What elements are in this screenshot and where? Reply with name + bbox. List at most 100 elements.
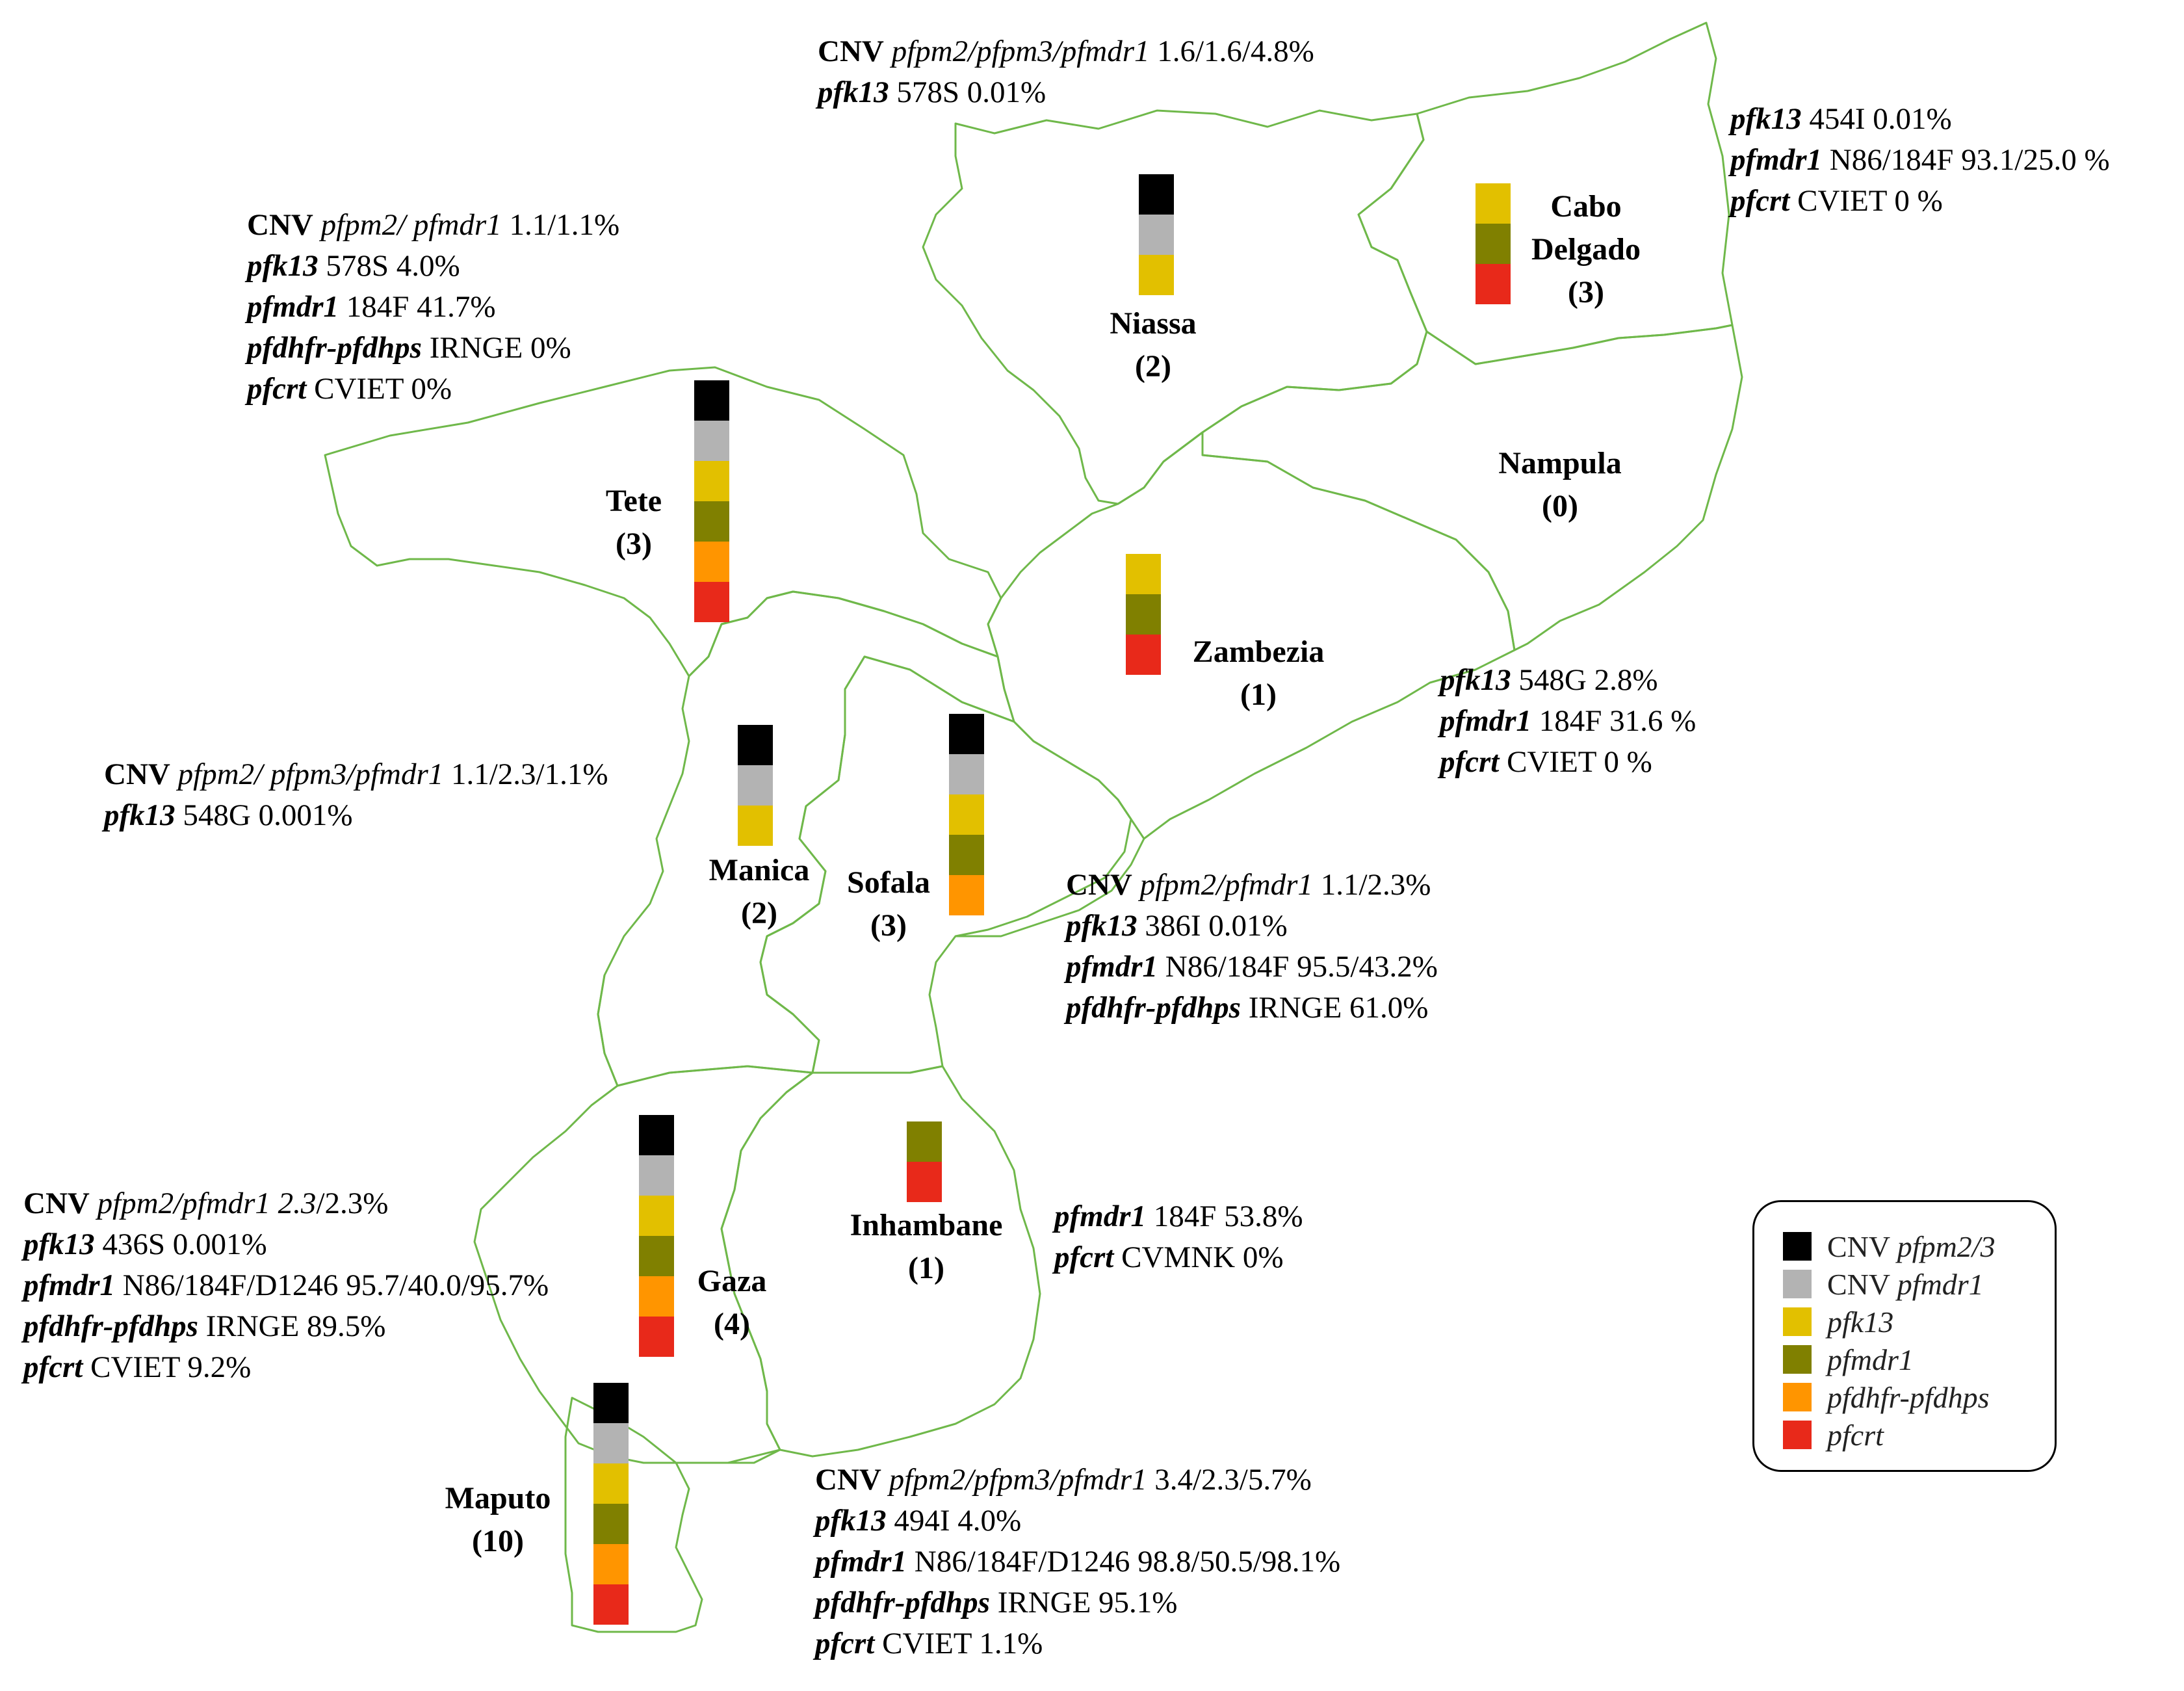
marker-pfcrt xyxy=(694,582,729,622)
annotation-line: pfcrt CVIET 9.2% xyxy=(23,1347,549,1388)
marker-stack-tete xyxy=(694,380,729,622)
annotation-line: pfk13 578S 4.0% xyxy=(247,246,619,287)
marker-pfk13 xyxy=(694,461,729,501)
annotation-line: pfk13 548G 0.001% xyxy=(104,795,608,836)
region-name: Tete xyxy=(605,484,662,518)
region-label-tete: Tete (3) xyxy=(606,480,662,566)
annotation-line: pfk13 494I 4.0% xyxy=(815,1501,1340,1541)
region-count: (3) xyxy=(616,527,652,561)
border-nampula xyxy=(1201,324,1743,651)
annotation-line: pfmdr1 N86/184F/D1246 98.8/50.5/98.1% xyxy=(815,1541,1340,1582)
value-text: 386I 0.01% xyxy=(1145,909,1288,943)
region-count: (2) xyxy=(741,896,777,930)
marker-cnv-pfmdr1 xyxy=(1139,215,1174,255)
region-name: Inhambane xyxy=(850,1208,1003,1242)
region-name-line2: Delgado xyxy=(1531,232,1641,267)
border-tete xyxy=(324,366,1002,677)
value-text: 1.6/1.6/4.8% xyxy=(1157,34,1314,68)
border-sofala xyxy=(759,655,1132,1074)
border-maputo xyxy=(564,1396,703,1633)
value-text: CVIET 9.2% xyxy=(90,1350,252,1384)
marker-cnv-pfpm23 xyxy=(949,714,984,754)
gene-name: pfcrt xyxy=(247,372,307,406)
annotation-tete: CNV pfpm2/ pfmdr1 1.1/1.1% pfk13 578S 4.0… xyxy=(247,205,619,410)
gene-name: pfmdr1 xyxy=(23,1268,115,1302)
value-text: /2.3% xyxy=(316,1186,389,1220)
marker-pfk13 xyxy=(639,1196,674,1236)
marker-pfmdr1 xyxy=(1476,224,1511,264)
value-text: 578S 0.01% xyxy=(896,75,1046,109)
value-text: 184F 53.8% xyxy=(1153,1199,1303,1233)
marker-stack-maputo xyxy=(593,1383,629,1625)
legend-item-pfcrt: pfcrt xyxy=(1783,1417,1884,1453)
marker-pfdhfr-pfdhps xyxy=(639,1276,674,1317)
gene-list: pfpm2/ pfpm3/pfmdr1 xyxy=(177,757,444,791)
marker-pfk13 xyxy=(1476,183,1511,224)
region-name: Zambezia xyxy=(1192,635,1325,669)
value-text: CVIET 0% xyxy=(314,372,452,406)
gene-name: pfdhfr-pfdhps xyxy=(815,1586,990,1619)
gene-name: pfcrt xyxy=(23,1350,83,1384)
marker-pfmdr1 xyxy=(1126,594,1161,635)
annotation-line: pfmdr1 184F 53.8% xyxy=(1054,1196,1303,1237)
marker-stack-niassa xyxy=(1139,174,1174,295)
gene-name: pfk13 xyxy=(104,798,176,832)
gene-list: pfpm2/ pfmdr1 xyxy=(320,208,502,242)
marker-stack-sofala xyxy=(949,714,984,915)
legend-label: pfdhfr-pfdhps xyxy=(1827,1380,1990,1414)
marker-pfmdr1 xyxy=(907,1121,942,1162)
legend-label: pfmdr1 xyxy=(1827,1343,1914,1376)
legend-item-pfk13: pfk13 xyxy=(1783,1304,1893,1340)
region-name: Sofala xyxy=(846,865,931,900)
annotation-line: CNV pfpm2/pfpm3/pfmdr1 1.6/1.6/4.8% xyxy=(818,31,1314,72)
value-text: 1.1/1.1% xyxy=(509,208,620,242)
marker-stack-inhambane xyxy=(907,1121,942,1202)
annotation-manica: CNV pfpm2/ pfpm3/pfmdr1 1.1/2.3/1.1% pfk1… xyxy=(104,754,608,836)
legend-swatch xyxy=(1783,1232,1812,1261)
gene-name: pfdhfr-pfdhps xyxy=(23,1309,198,1343)
annotation-cabo-delgado: pfk13 454I 0.01% pfmdr1 N86/184F 93.1/25.… xyxy=(1730,99,2110,222)
marker-stack-cabo-delgado xyxy=(1476,183,1511,304)
marker-pfk13 xyxy=(1139,255,1174,295)
gene-name: pfcrt xyxy=(1054,1240,1114,1274)
cnv-label: CNV xyxy=(818,34,884,68)
value-text: 184F 41.7% xyxy=(346,290,496,324)
annotation-line: pfcrt CVIET 0% xyxy=(247,369,619,410)
cnv-label: CNV xyxy=(815,1463,881,1497)
gene-name: pfdhfr-pfdhps xyxy=(1066,991,1241,1025)
value-text: 578S 4.0% xyxy=(326,249,460,283)
marker-cnv-pfpm23 xyxy=(694,380,729,421)
value-text: IRNGE 95.1% xyxy=(997,1586,1178,1619)
marker-pfcrt xyxy=(1476,264,1511,304)
marker-pfmdr1 xyxy=(593,1504,629,1544)
legend-swatch xyxy=(1783,1270,1812,1298)
annotation-line: pfdhfr-pfdhps IRNGE 89.5% xyxy=(23,1306,549,1347)
value-text: 454I 0.01% xyxy=(1809,102,1952,136)
marker-cnv-pfmdr1 xyxy=(694,421,729,461)
legend-label: CNV pfpm2/3 xyxy=(1827,1229,1996,1263)
legend-swatch xyxy=(1783,1345,1812,1374)
value-text: N86/184F/D1246 95.7/40.0/95.7% xyxy=(122,1268,549,1302)
cnv-label: CNV xyxy=(247,208,313,242)
region-label-maputo: Maputo (10) xyxy=(445,1477,551,1563)
annotation-line: CNV pfpm2/pfpm3/pfmdr1 3.4/2.3/5.7% xyxy=(815,1460,1340,1501)
gene-name: pfmdr1 xyxy=(1066,950,1158,984)
region-name: Niassa xyxy=(1110,306,1197,341)
annotation-line: pfdhfr-pfdhps IRNGE 0% xyxy=(247,328,619,369)
marker-pfdhfr-pfdhps xyxy=(694,542,729,582)
annotation-line: pfmdr1 N86/184F/D1246 95.7/40.0/95.7% xyxy=(23,1265,549,1306)
marker-cnv-pfmdr1 xyxy=(738,765,773,806)
gene-name: pfmdr1 xyxy=(247,290,339,324)
region-count: (0) xyxy=(1542,489,1578,523)
marker-stack-gaza xyxy=(639,1115,674,1357)
region-count: (1) xyxy=(908,1251,944,1285)
border-west-internal xyxy=(597,975,619,1086)
marker-cnv-pfpm23 xyxy=(639,1115,674,1155)
value-text: 436S 0.001% xyxy=(102,1227,267,1261)
value-text: CVIET 1.1% xyxy=(882,1627,1043,1660)
region-count: (3) xyxy=(870,908,907,943)
marker-pfcrt xyxy=(1126,635,1161,675)
region-name: Nampula xyxy=(1498,446,1622,480)
legend-swatch xyxy=(1783,1383,1812,1411)
